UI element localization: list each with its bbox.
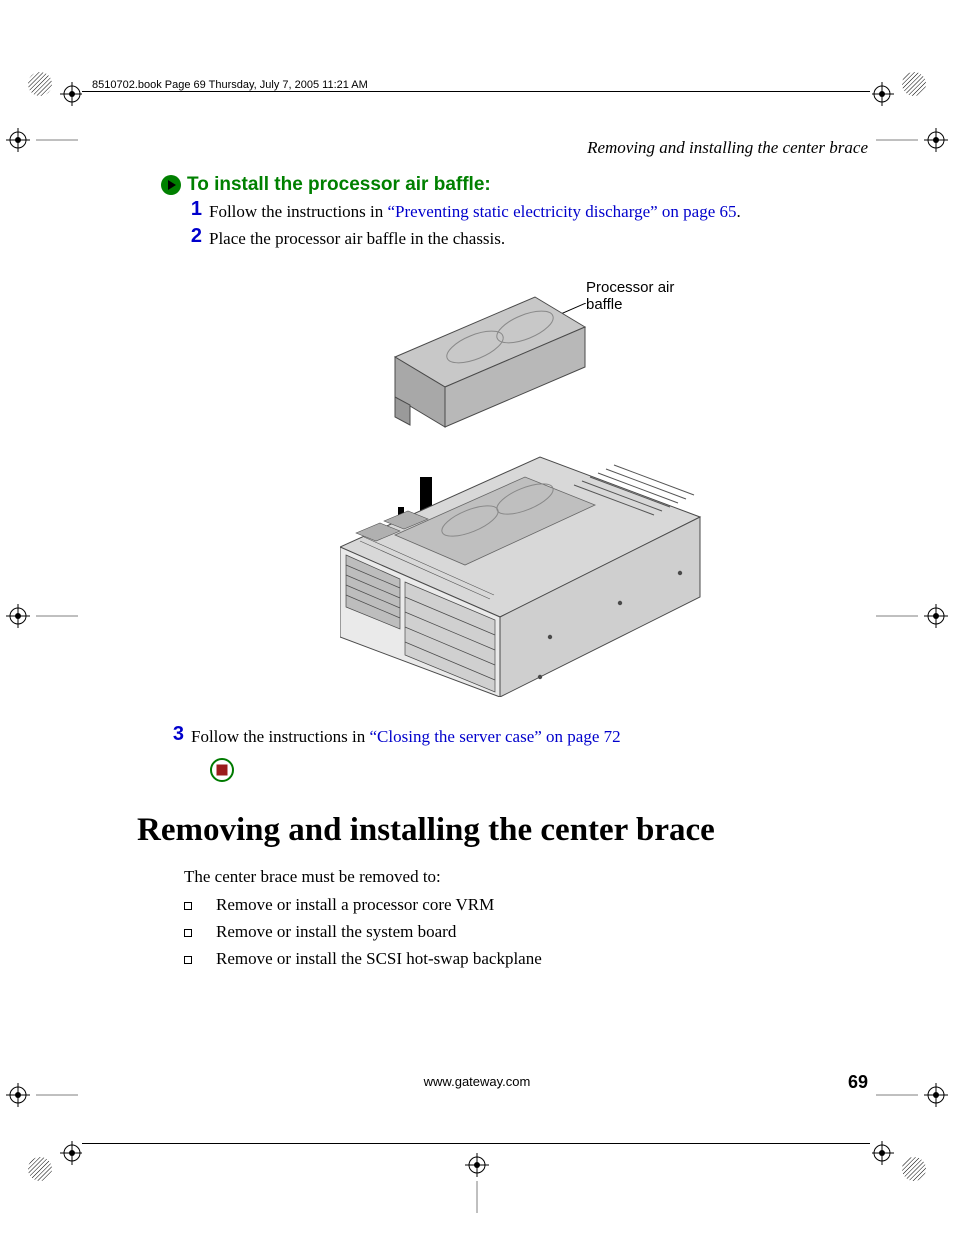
bullet-text: Remove or install the system board bbox=[216, 922, 456, 942]
intro-paragraph: The center brace must be removed to: bbox=[184, 867, 441, 887]
bullet-icon bbox=[184, 902, 192, 910]
crop-mark-tl bbox=[22, 72, 82, 112]
footer-rule bbox=[82, 1143, 870, 1144]
crop-mark-lmid bbox=[6, 604, 78, 628]
step-1-text: Follow the instructions in “Preventing s… bbox=[209, 201, 741, 223]
bullet-text: Remove or install the SCSI hot-swap back… bbox=[216, 949, 542, 969]
crop-mark-rmid bbox=[876, 604, 948, 628]
crop-mark-tr bbox=[872, 72, 932, 112]
crop-mark-br bbox=[872, 1141, 932, 1181]
step-1-link[interactable]: “Preventing static electricity discharge… bbox=[388, 202, 737, 221]
crop-mark-bc bbox=[465, 1153, 489, 1213]
header-rule bbox=[82, 91, 870, 92]
crop-mark-l1 bbox=[6, 128, 78, 152]
section-title: Removing and installing the center brace bbox=[587, 138, 868, 158]
step-3-pre: Follow the instructions in bbox=[191, 727, 370, 746]
step-3-link[interactable]: “Closing the server case” on page 72 bbox=[370, 727, 621, 746]
step-2-text: Place the processor air baffle in the ch… bbox=[209, 228, 505, 250]
bullet-text: Remove or install a processor core VRM bbox=[216, 895, 494, 915]
bullet-icon bbox=[184, 956, 192, 964]
step-1-number: 1 bbox=[184, 198, 202, 221]
step-2-number: 2 bbox=[184, 225, 202, 248]
page-heading: Removing and installing the center brace bbox=[137, 812, 715, 849]
bullet-list: Remove or install a processor core VRM R… bbox=[184, 895, 542, 976]
crop-mark-bl bbox=[22, 1141, 82, 1181]
crop-mark-r1 bbox=[876, 128, 948, 152]
footer-url: www.gateway.com bbox=[0, 1074, 954, 1089]
procedure-heading: To install the processor air baffle: bbox=[187, 174, 491, 196]
step-3-text: Follow the instructions in “Closing the … bbox=[191, 726, 621, 748]
list-item: Remove or install the system board bbox=[184, 922, 542, 942]
list-item: Remove or install the SCSI hot-swap back… bbox=[184, 949, 542, 969]
page-number: 69 bbox=[848, 1072, 868, 1093]
running-header: 8510702.book Page 69 Thursday, July 7, 2… bbox=[92, 79, 372, 91]
play-icon bbox=[160, 174, 182, 201]
step-3-number: 3 bbox=[166, 723, 184, 746]
step-1-post: . bbox=[737, 202, 741, 221]
list-item: Remove or install a processor core VRM bbox=[184, 895, 542, 915]
bullet-icon bbox=[184, 929, 192, 937]
stop-icon bbox=[210, 758, 234, 787]
server-diagram bbox=[340, 277, 710, 697]
step-1-pre: Follow the instructions in bbox=[209, 202, 388, 221]
